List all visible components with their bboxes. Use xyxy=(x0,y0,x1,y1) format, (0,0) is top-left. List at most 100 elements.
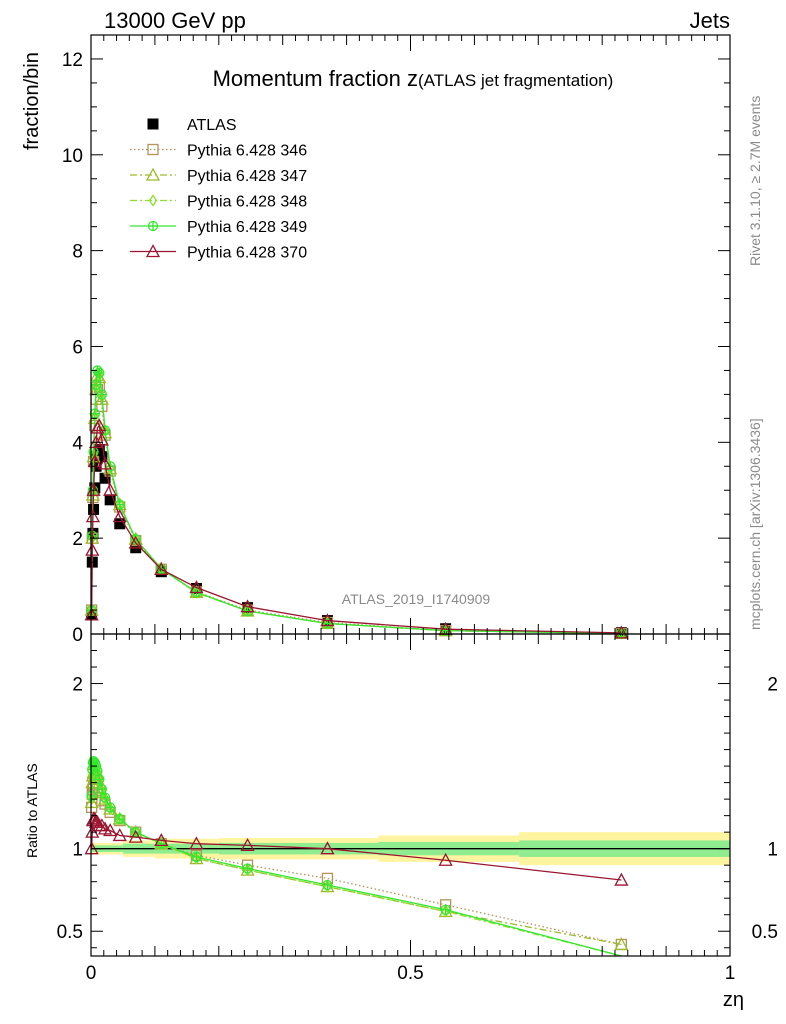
ratio-point xyxy=(112,828,127,842)
main-point xyxy=(94,391,109,405)
main-point xyxy=(96,451,108,463)
ratio-point xyxy=(614,937,629,951)
legend-label: Pythia 6.428 370 xyxy=(187,245,307,262)
ratio-point xyxy=(322,879,333,891)
main-point xyxy=(154,561,169,575)
ratio-point xyxy=(99,792,111,803)
header-right: Jets xyxy=(690,8,730,33)
main-point xyxy=(99,472,111,484)
legend-marker xyxy=(148,194,158,207)
main-point xyxy=(97,425,113,439)
legend-entry-0: ATLAS xyxy=(147,117,237,134)
ratio-y-tick-label-right: 1 xyxy=(767,840,778,861)
main-point xyxy=(114,518,126,530)
x-tick-label: 0 xyxy=(86,963,97,984)
ratio-point xyxy=(87,792,96,806)
main-point xyxy=(112,509,127,523)
main-point xyxy=(240,599,255,613)
ratio-frame xyxy=(90,633,731,957)
main-point xyxy=(84,607,99,621)
main-axes: 0 2 4 6 8 10 12 xyxy=(62,34,731,646)
main-point xyxy=(85,542,100,556)
y-tick-label: 10 xyxy=(62,146,83,167)
main-point xyxy=(93,444,105,456)
legend: ATLAS Pythia 6.428 346 Pythia 6.428 347 Pyt… xyxy=(130,117,307,262)
chart-subtitle: (ATLAS jet fragmentation) xyxy=(418,71,613,90)
main-ylabel: fraction/bin xyxy=(21,52,43,150)
main-point xyxy=(85,509,101,523)
legend-marker xyxy=(147,143,159,156)
ratio-series-3 xyxy=(86,755,622,957)
ratio-point xyxy=(191,851,202,863)
legend-entry-4: Pythia 6.428 349 xyxy=(130,219,307,236)
y-tick-label: 8 xyxy=(72,242,83,263)
legend-label: Pythia 6.428 348 xyxy=(187,194,307,211)
x-tick-label: 1 xyxy=(725,963,736,984)
mcplots-label: mcplots.cern.ch [arXiv:1306.3436] xyxy=(747,418,763,630)
ratio-point xyxy=(128,829,143,843)
ratio-point xyxy=(189,836,204,850)
ratio-point xyxy=(94,818,109,832)
analysis-label: ATLAS_2019_I1740909 xyxy=(342,591,491,607)
ratio-axes: 0 0.5 10.5 0.51 12 2 xyxy=(57,633,778,984)
legend-label: ATLAS xyxy=(187,117,237,134)
legend-marker xyxy=(147,220,159,232)
main-series-0 xyxy=(86,444,627,639)
main-point xyxy=(105,462,115,475)
ratio-point xyxy=(614,872,629,886)
ratio-point xyxy=(94,774,105,785)
ratio-point xyxy=(154,833,169,847)
ratio-y-tick-label-left: 0.5 xyxy=(57,922,83,943)
y-tick-label: 12 xyxy=(62,50,83,71)
legend-entry-2: Pythia 6.428 347 xyxy=(130,167,307,185)
legend-marker xyxy=(147,118,159,130)
ratio-ylabel: Ratio to ATLAS xyxy=(24,763,40,858)
legend-marker xyxy=(145,167,161,181)
ratio-point xyxy=(438,852,453,866)
main-point xyxy=(189,580,204,594)
main-point xyxy=(97,390,107,403)
ratio-point xyxy=(103,823,118,837)
header-left: 13000 GeV pp xyxy=(104,8,246,33)
x-axis-label: zη xyxy=(723,989,744,1011)
legend-label: Pythia 6.428 346 xyxy=(187,143,307,160)
y-tick-label: 2 xyxy=(72,529,83,550)
main-point xyxy=(128,535,143,549)
ratio-y-tick-label-left: 1 xyxy=(72,840,83,861)
main-point xyxy=(90,379,102,390)
ratio-point xyxy=(242,863,253,874)
main-point xyxy=(320,613,335,627)
main-point xyxy=(103,482,118,496)
ratio-point xyxy=(114,813,125,825)
main-point xyxy=(104,494,116,506)
y-tick-label: 0 xyxy=(72,625,83,646)
main-point xyxy=(88,446,99,458)
ratio-point xyxy=(440,904,451,915)
legend-entry-3: Pythia 6.428 348 xyxy=(130,194,307,211)
ratio-uncertainty-bands xyxy=(91,832,730,866)
ratio-point xyxy=(240,838,255,852)
ratio-point xyxy=(105,802,116,813)
main-point xyxy=(614,625,629,639)
ratio-point xyxy=(84,795,99,809)
main-point xyxy=(94,432,109,446)
x-tick-label: 0.5 xyxy=(397,963,423,984)
ratio-y-tick-label-right: 2 xyxy=(767,675,778,696)
chart-title: Momentum fraction z xyxy=(213,66,418,91)
ratio-y-tick-label-left: 2 xyxy=(72,675,83,696)
ratio-point xyxy=(320,841,335,855)
legend-label: Pythia 6.428 349 xyxy=(187,219,307,236)
main-point xyxy=(96,389,108,400)
ratio-y-tick-label-right: 0.5 xyxy=(752,922,778,943)
main-point xyxy=(94,367,105,378)
rivet-label: Rivet 3.1.10, ≥ 2.7M events xyxy=(747,96,763,266)
y-tick-label: 6 xyxy=(72,337,83,358)
legend-entry-5: Pythia 6.428 370 xyxy=(130,244,307,262)
legend-label: Pythia 6.428 347 xyxy=(187,168,307,185)
main-point xyxy=(97,456,113,470)
y-tick-label: 4 xyxy=(72,433,83,454)
legend-entry-1: Pythia 6.428 346 xyxy=(130,143,307,160)
main-point xyxy=(92,418,107,432)
legend-marker xyxy=(145,244,161,258)
